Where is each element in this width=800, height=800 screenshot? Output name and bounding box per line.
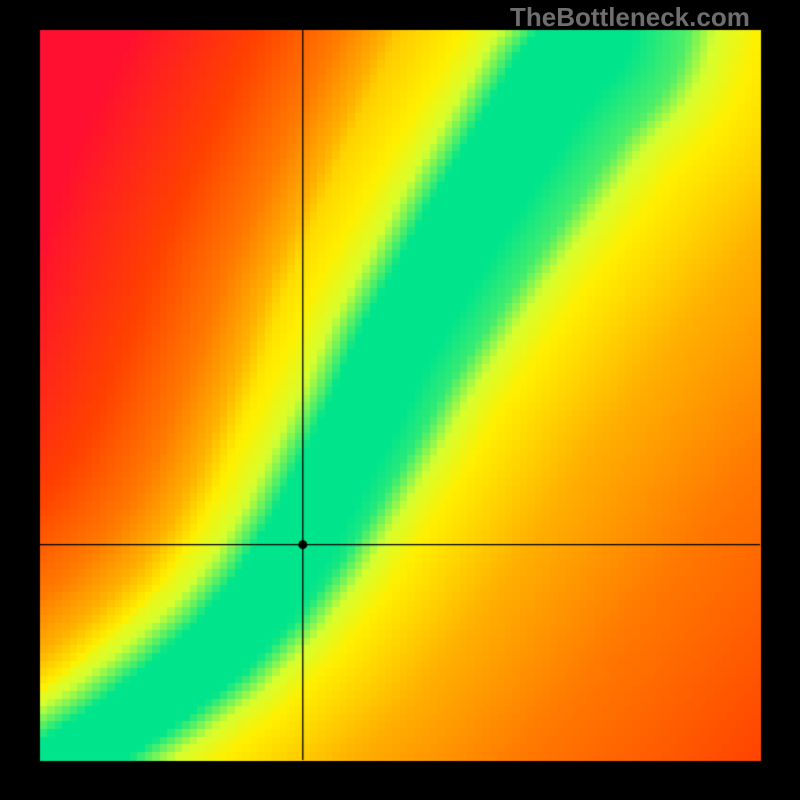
bottleneck-heatmap (0, 0, 800, 800)
watermark-text: TheBottleneck.com (510, 2, 750, 33)
chart-container: { "watermark": { "text": "TheBottleneck.… (0, 0, 800, 800)
